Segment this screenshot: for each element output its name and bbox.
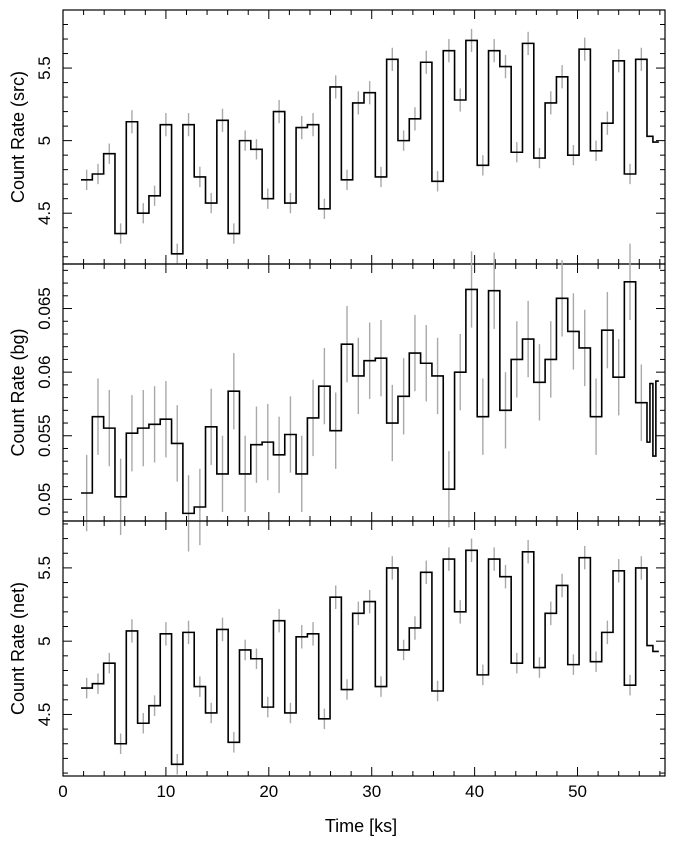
y-axis-label-bg: Count Rate (bg) [8, 328, 28, 456]
step-line-src [81, 39, 659, 255]
x-tick-label: 30 [362, 782, 381, 801]
x-axis-label: Time [ks] [325, 816, 397, 836]
step-line-net [81, 549, 659, 766]
x-tick-label: 40 [465, 782, 484, 801]
y-axis-label-net: Count Rate (net) [8, 582, 28, 715]
x-tick-label: 0 [58, 782, 67, 801]
y-tick-label-src: 4.5 [35, 201, 54, 225]
y-tick-label-bg: 0.06 [35, 356, 54, 389]
y-tick-label-src: 5 [35, 136, 54, 145]
y-tick-label-bg: 0.065 [35, 287, 54, 330]
x-tick-label: 10 [156, 782, 175, 801]
panel-bg: 0.05 0.055 0.06 0.065 Count Rate (bg) [8, 243, 666, 552]
panel-frame-src [62, 9, 666, 265]
panel-frame-bg [62, 263, 666, 522]
y-tick-label-net: 4.5 [35, 703, 54, 727]
panel-frame-net [62, 520, 666, 777]
y-axis-label-src: Count Rate (src) [8, 71, 28, 203]
panel-src: 4.5 5 5.5 Count Rate (src) [8, 9, 666, 265]
y-tick-label-bg: 0.05 [35, 483, 54, 516]
step-line-bg [81, 281, 659, 515]
x-tick-label: 50 [568, 782, 587, 801]
panel-net: 4.5 5 5.5 Count Rate (net) 0 10 20 30 40 50 [8, 520, 666, 801]
y-tick-label-bg: 0.055 [35, 414, 54, 457]
y-tick-label-net: 5 [35, 636, 54, 645]
y-tick-label-src: 5.5 [35, 56, 54, 80]
y-tick-label-net: 5.5 [35, 556, 54, 580]
x-tick-label: 20 [259, 782, 278, 801]
